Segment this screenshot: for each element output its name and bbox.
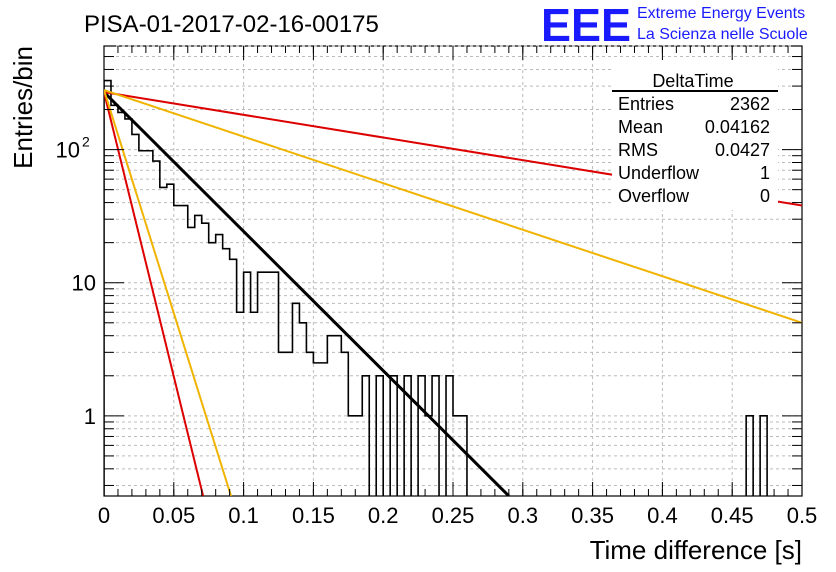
fit-curve-4 xyxy=(104,89,232,496)
eee-logo: EEE Extreme Energy Events La Scienza nel… xyxy=(541,0,808,51)
fit-curve-2 xyxy=(104,89,802,324)
x-tick-label: 0.4 xyxy=(647,503,678,528)
x-axis-label: Time difference [s] xyxy=(590,535,802,565)
stats-value-rms: 0.0427 xyxy=(715,140,770,160)
logo-line2: La Scienza nelle Scuole xyxy=(637,26,808,43)
stats-value-entries: 2362 xyxy=(730,94,770,114)
y-axis-label: Entries/bin xyxy=(8,46,38,169)
x-tick-label: 0.35 xyxy=(571,503,614,528)
x-tick-label: 0.05 xyxy=(152,503,195,528)
x-tick-label: 0.1 xyxy=(228,503,259,528)
fit-curve-3 xyxy=(104,91,205,496)
stats-value-underflow: 1 xyxy=(760,163,770,183)
stats-label-mean: Mean xyxy=(618,117,663,137)
stats-box-bg xyxy=(612,60,778,210)
stats-label-rms: RMS xyxy=(618,140,658,160)
stats-label-underflow: Underflow xyxy=(618,163,700,183)
x-tick-label: 0.45 xyxy=(711,503,754,528)
chart-title: PISA-01-2017-02-16-00175 xyxy=(84,11,379,38)
y-tick-label: 1 xyxy=(84,404,96,429)
fit-curve-0 xyxy=(104,91,510,496)
logo-line1: Extreme Energy Events xyxy=(637,5,805,22)
stats-value-mean: 0.04162 xyxy=(705,117,770,137)
stats-label-entries: Entries xyxy=(618,94,674,114)
histogram-layer xyxy=(104,79,768,496)
x-tick-label: 0.5 xyxy=(787,503,818,528)
stats-label-overflow: Overflow xyxy=(618,186,690,206)
stats-box: DeltaTime Entries 2362 Mean 0.04162 RMS … xyxy=(612,60,778,210)
stats-value-overflow: 0 xyxy=(760,186,770,206)
x-tick-label: 0 xyxy=(98,503,110,528)
logo-text: EEE xyxy=(541,0,631,51)
x-tick-label: 0.2 xyxy=(368,503,399,528)
x-tick-label: 0.3 xyxy=(508,503,539,528)
y-tick-label: 10 xyxy=(56,138,80,163)
x-tick-label: 0.15 xyxy=(292,503,335,528)
stats-title: DeltaTime xyxy=(652,71,733,91)
y-tick-label: 10 xyxy=(72,271,96,296)
axes: 0 0.05 0.1 0.15 0.2 0.25 0.3 0.35 0.4 0.45 0.51101… xyxy=(56,45,818,528)
histogram-outline xyxy=(104,79,768,496)
x-tick-label: 0.25 xyxy=(432,503,475,528)
y-tick-label-exponent: 2 xyxy=(82,134,90,150)
